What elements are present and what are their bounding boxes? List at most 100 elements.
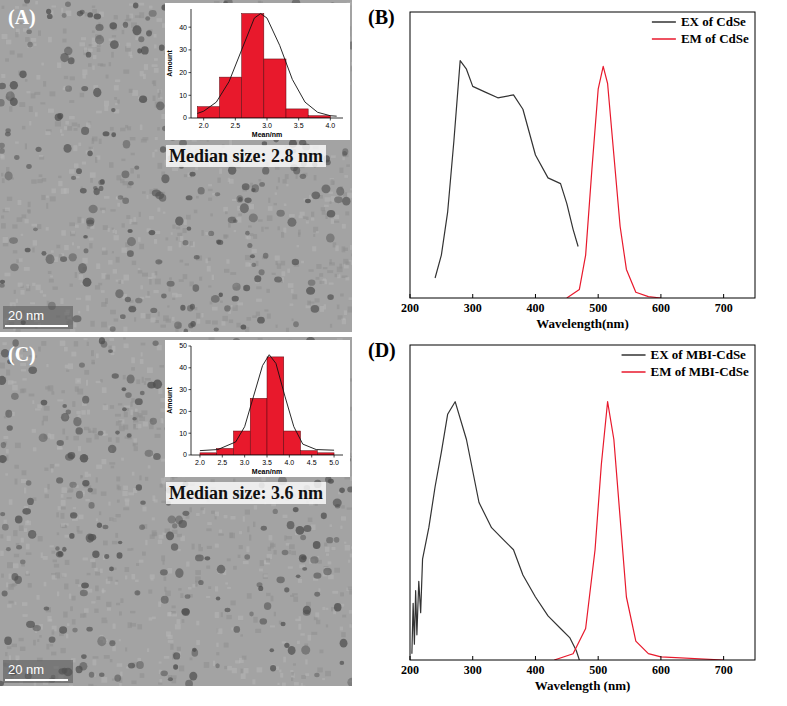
- tem-grain: [111, 466, 114, 469]
- tem-grain: [102, 210, 105, 213]
- nanoparticle: [238, 197, 243, 202]
- nanoparticle: [306, 287, 315, 295]
- median-label: Median size: 2.8 nm: [169, 146, 323, 166]
- x-tick: [472, 294, 473, 298]
- tem-grain: [180, 236, 183, 241]
- tem-grain: [73, 145, 77, 151]
- tem-grain: [194, 210, 198, 214]
- tem-grain: [274, 550, 277, 555]
- tem-grain: [298, 230, 301, 235]
- tem-grain: [99, 139, 102, 144]
- nanoparticle: [111, 132, 116, 137]
- nanoparticle: [215, 192, 220, 196]
- tem-grain: [291, 289, 294, 293]
- nanoparticle: [250, 254, 255, 258]
- y-tick: [189, 72, 192, 73]
- histogram-bar: [286, 109, 308, 118]
- tem-grain: [144, 381, 146, 385]
- tem-grain: [169, 277, 172, 279]
- tem-grain: [341, 632, 345, 637]
- nanoparticle: [57, 113, 63, 119]
- tem-grain: [77, 217, 81, 223]
- tem-grain: [241, 669, 243, 674]
- tem-grain: [51, 652, 56, 656]
- tem-grain: [350, 188, 352, 190]
- tem-grain: [115, 80, 120, 83]
- tem-grain: [21, 369, 26, 371]
- tem-grain: [113, 518, 117, 521]
- tem-grain: [155, 279, 161, 285]
- tem-grain: [114, 318, 118, 321]
- tem-grain: [48, 271, 52, 274]
- tem-grain: [311, 632, 317, 635]
- tem-grain: [300, 212, 305, 216]
- tem-grain: [320, 306, 324, 312]
- tem-grain: [306, 305, 311, 308]
- tem-grain: [14, 290, 16, 294]
- tem-grain: [95, 157, 97, 163]
- tem-grain: [83, 558, 88, 561]
- tem-grain: [195, 570, 201, 575]
- nanoparticle: [5, 171, 13, 180]
- x-tick-label: 400: [526, 301, 544, 315]
- tem-grain: [22, 378, 26, 381]
- tem-grain: [96, 465, 102, 469]
- tem-grain: [35, 408, 41, 410]
- tem-grain: [316, 620, 320, 624]
- tem-grain: [324, 304, 326, 309]
- tem-grain: [130, 611, 135, 613]
- tem-grain: [324, 543, 327, 547]
- tem-grain: [41, 195, 45, 200]
- nanoparticle: [167, 281, 175, 287]
- tem-grain: [142, 273, 148, 277]
- tem-grain: [33, 240, 38, 245]
- tem-grain: [260, 560, 264, 566]
- legend-label: EM of CdSe: [681, 31, 749, 46]
- tem-image: [0, 337, 352, 686]
- tem-grain: [86, 305, 89, 311]
- tem-grain: [101, 290, 105, 293]
- tem-grain: [326, 624, 328, 627]
- tem-grain: [87, 342, 89, 346]
- tem-grain: [53, 560, 57, 563]
- tem-grain: [279, 670, 281, 673]
- tem-grain: [61, 188, 67, 194]
- tem-grain: [148, 277, 153, 279]
- tem-grain: [51, 468, 53, 473]
- tem-grain: [72, 122, 77, 126]
- tem-grain: [306, 220, 309, 223]
- tem-grain: [115, 582, 118, 585]
- tem-grain: [69, 116, 75, 119]
- nanoparticle: [305, 199, 311, 203]
- nanoparticle: [87, 12, 93, 17]
- tem-grain: [224, 643, 229, 648]
- tem-grain: [75, 272, 77, 278]
- tem-grain: [321, 207, 325, 211]
- tem-grain: [157, 89, 161, 93]
- tem-grain: [77, 124, 80, 128]
- tem-grain: [43, 294, 47, 297]
- tem-grain: [313, 227, 318, 233]
- tem-grain: [206, 320, 211, 324]
- tem-grain: [275, 255, 280, 260]
- panel-label: (A): [8, 6, 36, 29]
- tem-grain: [103, 541, 108, 546]
- tem-grain: [283, 179, 287, 183]
- tem-grain: [341, 505, 345, 508]
- tem-grain: [29, 394, 35, 397]
- tem-grain: [291, 672, 294, 675]
- tem-grain: [208, 586, 211, 589]
- nanoparticle: [254, 275, 261, 282]
- tem-grain: [140, 124, 143, 130]
- tem-grain: [92, 137, 97, 142]
- tem-grain: [8, 380, 14, 384]
- tem-grain: [1, 173, 3, 176]
- tem-grain: [149, 6, 152, 9]
- tem-grain: [297, 245, 299, 247]
- nanoparticle: [25, 248, 31, 253]
- tem-grain: [328, 561, 332, 564]
- tem-grain: [153, 34, 156, 38]
- histogram-bar: [264, 59, 286, 118]
- tem-grain: [250, 233, 253, 236]
- tem-grain: [91, 601, 95, 603]
